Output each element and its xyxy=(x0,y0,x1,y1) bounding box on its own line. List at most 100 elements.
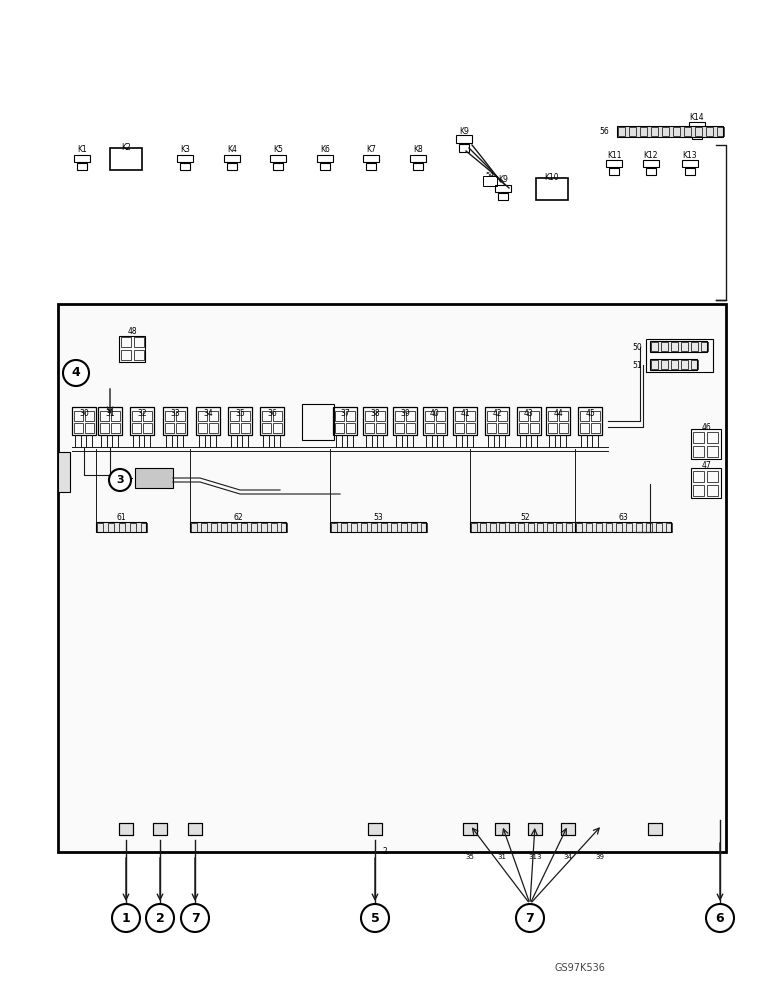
Text: GS97K536: GS97K536 xyxy=(554,963,605,973)
Bar xyxy=(273,163,283,170)
Bar xyxy=(466,411,475,421)
Bar xyxy=(100,423,109,433)
Bar xyxy=(209,423,218,433)
Text: 61: 61 xyxy=(117,514,126,522)
Bar xyxy=(495,823,509,835)
Bar xyxy=(498,193,508,200)
Bar xyxy=(111,411,120,421)
Bar xyxy=(509,522,514,532)
Bar xyxy=(547,522,553,532)
Circle shape xyxy=(706,904,734,932)
Bar xyxy=(527,522,533,532)
Bar xyxy=(650,359,697,370)
Bar xyxy=(260,407,284,435)
Text: 62: 62 xyxy=(233,514,243,522)
Text: 5: 5 xyxy=(371,912,379,924)
Bar xyxy=(320,163,330,170)
Bar xyxy=(425,411,434,421)
Bar xyxy=(617,126,723,137)
Bar xyxy=(340,522,347,532)
Bar xyxy=(85,423,94,433)
Bar xyxy=(517,407,541,435)
Bar xyxy=(119,336,145,362)
Bar xyxy=(681,360,688,369)
Text: K3: K3 xyxy=(180,145,190,154)
Text: K11: K11 xyxy=(607,150,621,159)
Text: 39: 39 xyxy=(595,854,604,860)
Bar xyxy=(629,127,636,136)
Bar xyxy=(366,163,376,170)
Bar xyxy=(365,423,374,433)
Bar xyxy=(177,155,193,162)
Bar xyxy=(655,522,662,532)
Bar xyxy=(165,411,174,421)
Bar xyxy=(485,407,509,435)
Bar xyxy=(528,823,542,835)
Text: 43: 43 xyxy=(524,408,534,418)
Bar xyxy=(684,127,691,136)
Bar xyxy=(463,823,477,835)
Text: 44: 44 xyxy=(553,408,563,418)
Bar xyxy=(368,823,382,835)
Bar xyxy=(651,127,658,136)
Bar xyxy=(651,360,658,369)
Bar xyxy=(717,127,724,136)
Text: 313: 313 xyxy=(528,854,542,860)
Bar xyxy=(228,407,252,435)
Bar xyxy=(376,411,385,421)
Bar xyxy=(110,148,142,170)
Bar xyxy=(176,411,185,421)
Bar xyxy=(693,446,704,457)
Bar xyxy=(691,429,721,459)
Bar xyxy=(413,163,423,170)
Text: 36: 36 xyxy=(267,408,277,418)
Bar xyxy=(85,411,94,421)
Text: 46: 46 xyxy=(701,422,711,432)
Circle shape xyxy=(63,360,89,386)
Bar xyxy=(221,522,226,532)
Bar xyxy=(198,411,207,421)
Circle shape xyxy=(361,904,389,932)
Bar xyxy=(196,407,220,435)
Bar xyxy=(707,485,718,496)
Bar xyxy=(141,522,147,532)
Text: K1: K1 xyxy=(77,145,87,154)
Bar xyxy=(381,522,387,532)
Bar xyxy=(548,423,557,433)
Bar xyxy=(134,337,144,347)
Bar xyxy=(176,423,185,433)
Bar xyxy=(625,522,631,532)
Text: 39: 39 xyxy=(400,408,410,418)
Bar xyxy=(661,342,668,351)
Bar xyxy=(406,411,415,421)
Bar xyxy=(333,407,357,435)
Bar xyxy=(96,522,103,532)
Bar xyxy=(135,468,173,488)
Bar xyxy=(546,407,570,435)
Bar xyxy=(650,341,707,352)
Bar xyxy=(575,522,581,532)
Bar xyxy=(425,423,434,433)
Bar xyxy=(580,411,589,421)
Bar xyxy=(153,823,167,835)
Bar xyxy=(646,168,656,175)
Circle shape xyxy=(516,904,544,932)
Bar xyxy=(302,404,334,440)
Text: K10: K10 xyxy=(545,174,559,182)
Bar xyxy=(96,522,146,532)
Bar xyxy=(411,522,417,532)
Bar xyxy=(143,423,152,433)
Text: K12: K12 xyxy=(644,150,659,159)
Bar xyxy=(98,407,122,435)
Bar xyxy=(260,522,266,532)
Text: 48: 48 xyxy=(127,328,137,336)
Bar xyxy=(132,411,141,421)
Bar xyxy=(575,522,581,532)
Bar xyxy=(406,423,415,433)
Bar xyxy=(578,407,602,435)
Bar xyxy=(566,522,571,532)
Bar xyxy=(134,350,144,360)
Bar xyxy=(671,360,678,369)
Bar xyxy=(691,360,698,369)
Bar xyxy=(74,411,83,421)
